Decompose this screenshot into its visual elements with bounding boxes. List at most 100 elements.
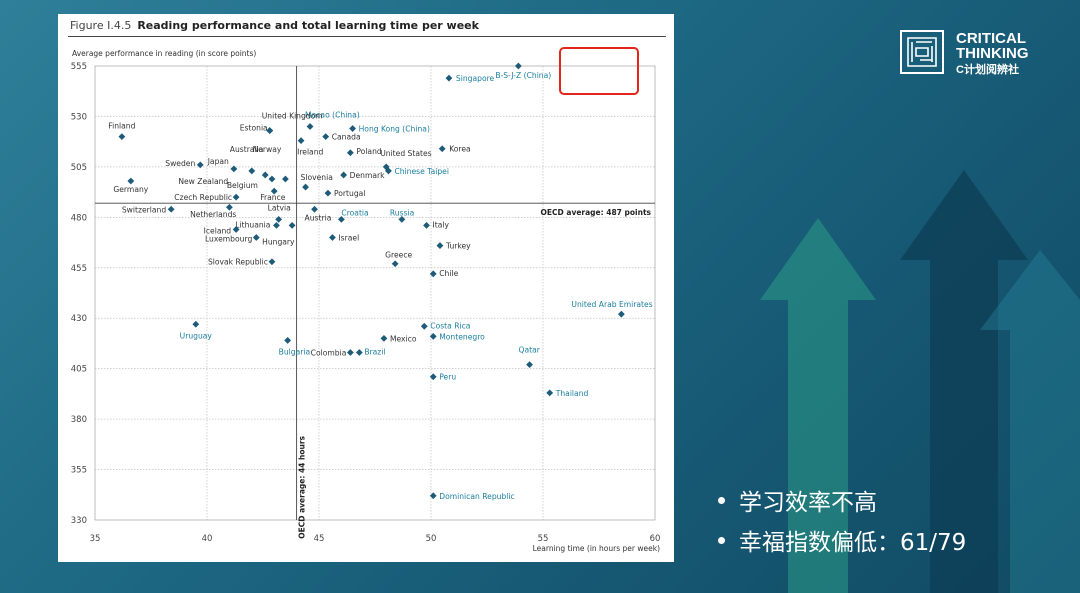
point-marker — [297, 137, 305, 145]
x-axis-label: Learning time (in hours per week) — [533, 544, 660, 553]
figure-title-text: Reading performance and total learning t… — [137, 19, 479, 32]
point-marker — [436, 242, 444, 249]
bullet-list: 学习效率不高 幸福指数偏低：61/79 — [718, 480, 966, 560]
point-label: B-S-J-Z (China) — [495, 71, 551, 80]
x-tick-label: 35 — [90, 534, 101, 544]
point-label: Hong Kong (China) — [359, 125, 430, 134]
point-label: Israel — [338, 234, 359, 243]
y-tick-label: 505 — [71, 163, 87, 173]
title-rule — [68, 36, 666, 37]
point-marker — [268, 258, 276, 266]
y-tick-label: 355 — [71, 466, 87, 476]
point-label: Hungary — [262, 237, 295, 246]
point-label: Ireland — [297, 148, 323, 157]
point-marker — [423, 222, 430, 229]
point-label: Australia — [230, 145, 264, 154]
point-marker — [288, 222, 296, 229]
point-marker — [252, 234, 260, 241]
oecd-average-points-label: OECD average: 487 points — [541, 208, 652, 217]
point-marker — [302, 183, 309, 191]
point-marker — [273, 222, 280, 229]
y-axis-label: Average performance in reading (in score… — [72, 49, 256, 58]
point-marker — [192, 320, 200, 328]
highlight-box — [559, 47, 639, 95]
point-label: Portugal — [334, 189, 365, 198]
point-label: Luxembourg — [205, 235, 253, 244]
logo-line-1: CRITICAL — [956, 30, 1026, 47]
point-marker — [429, 492, 437, 500]
point-label: Greece — [385, 251, 412, 260]
point-marker — [329, 234, 336, 241]
point-label: Macao (China) — [305, 111, 360, 120]
y-tick-label: 380 — [71, 415, 87, 425]
point-label: Finland — [108, 122, 135, 131]
scatter-plot: Average performance in reading (in score… — [71, 49, 661, 553]
point-marker — [526, 361, 533, 369]
bullet-text: 学习效率不高 — [739, 490, 877, 516]
point-marker — [385, 167, 392, 175]
point-label: Switzerland — [122, 205, 166, 214]
point-label: France — [260, 193, 286, 202]
point-label: Denmark — [350, 171, 386, 180]
point-label: Uruguay — [180, 331, 213, 340]
oecd-average-hours-label: OECD average: 44 hours — [298, 435, 307, 538]
point-marker — [275, 215, 283, 223]
point-marker — [196, 161, 204, 169]
bullet-text: 幸福指数偏低：61/79 — [739, 530, 967, 556]
point-marker — [346, 149, 354, 157]
point-marker — [355, 349, 363, 356]
bullet-item: 学习效率不高 — [718, 480, 966, 520]
point-marker — [232, 226, 240, 233]
point-label: Sweden — [165, 159, 195, 168]
point-label: Canada — [332, 133, 361, 142]
point-marker — [429, 270, 437, 278]
point-marker — [429, 373, 437, 381]
point-label: Poland — [356, 147, 382, 156]
data-points: B-S-J-Z (China)Singapore Macao (China) Hon… — [108, 62, 653, 501]
y-tick-label: 430 — [71, 314, 87, 324]
point-label: Czech Republic — [174, 193, 232, 202]
point-marker — [230, 165, 238, 173]
point-label: Thailand — [555, 389, 589, 398]
point-marker — [338, 215, 345, 223]
point-marker — [261, 171, 269, 179]
point-label: Montenegro — [439, 332, 485, 341]
y-tick-label: 330 — [71, 516, 87, 526]
figure-number: Figure I.4.5 — [70, 19, 132, 32]
x-tick-label: 40 — [202, 534, 213, 544]
point-marker — [349, 125, 356, 132]
point-marker — [282, 175, 289, 183]
point-label: Peru — [439, 373, 456, 382]
point-label: Estonia — [240, 124, 268, 133]
point-label: Korea — [449, 145, 471, 154]
point-label: Slovak Republic — [208, 258, 268, 267]
point-label: Latvia — [268, 203, 291, 212]
chart-card: Figure I.4.5 Reading performance and tota… — [58, 14, 674, 562]
tick-labels: 330 355 380 405 430 455 480 505 530 555 35 40 45 50 55… — [71, 62, 661, 544]
point-label: Qatar — [519, 346, 541, 355]
x-tick-label: 50 — [426, 534, 437, 544]
logo-seal-icon — [900, 30, 944, 74]
figure-title: Figure I.4.5 Reading performance and tota… — [70, 19, 479, 32]
point-label: Norway — [253, 145, 282, 154]
point-marker — [438, 145, 446, 153]
x-tick-label: 45 — [314, 534, 325, 544]
point-marker — [340, 171, 348, 179]
point-marker — [127, 177, 135, 185]
point-marker — [167, 205, 175, 213]
reference-lines: OECD average: 487 points OECD average: 44… — [95, 66, 655, 539]
point-label: Croatia — [341, 208, 368, 217]
point-label: Japan — [207, 157, 229, 166]
bullet-dot-icon — [718, 496, 725, 504]
point-marker — [284, 337, 292, 344]
point-marker — [445, 74, 453, 82]
point-marker — [268, 175, 276, 183]
point-label: Russia — [390, 208, 414, 217]
point-label: Italy — [433, 220, 450, 229]
point-label: Brazil — [364, 348, 385, 357]
y-tick-label: 405 — [71, 365, 87, 375]
point-label: Netherlands — [190, 210, 236, 219]
plot-frame — [94, 65, 656, 521]
y-tick-label: 480 — [71, 213, 87, 223]
